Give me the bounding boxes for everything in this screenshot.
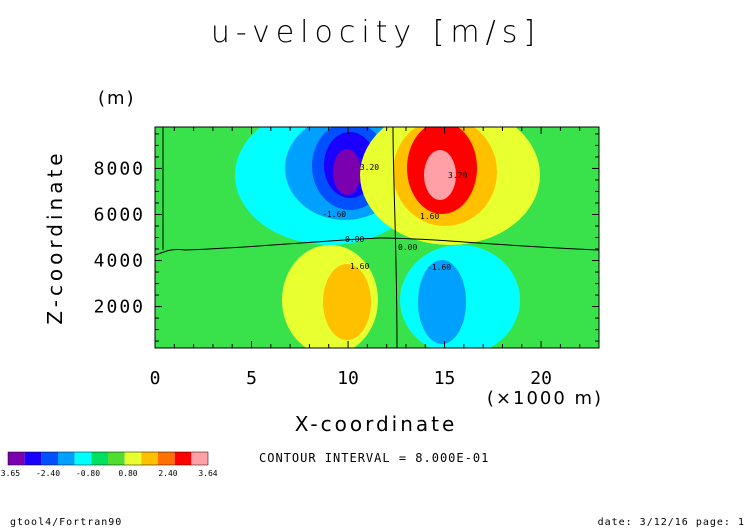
y-unit-label: (m): [98, 88, 136, 109]
contour-label: 0.00: [345, 235, 364, 244]
colorbar-swatch: [58, 452, 75, 465]
contour-band-core: [424, 150, 456, 200]
contour-field: [155, 127, 599, 348]
colorbar-label: 2.40: [158, 469, 177, 478]
x-tick-label: 15: [434, 368, 456, 389]
contour-labels: -3.20 -1.60 0.00 1.60 3.20 0.00 -1.60 1.…: [322, 163, 467, 272]
contour-label: 1.60: [350, 262, 369, 271]
y-tick-label: 8000: [94, 158, 145, 179]
colorbar-label: 3.64: [198, 469, 217, 478]
zero-contour-line: [155, 237, 599, 256]
x-tick-labels: 0 5 10 15 20: [150, 368, 552, 389]
colorbar-swatch: [141, 452, 158, 465]
contour-label: -3.20: [355, 163, 379, 172]
y-tick-label: 2000: [94, 297, 145, 318]
x-tick-label: 10: [337, 368, 359, 389]
colorbar-swatch: [24, 452, 42, 465]
footer-left: gtool4/Fortran90: [10, 517, 122, 528]
colorbar-label: -3.65: [0, 469, 20, 478]
colorbar-label: -2.40: [36, 469, 60, 478]
x-tick-label: 0: [150, 368, 161, 389]
colorbar-swatch: [124, 452, 142, 465]
colorbar-swatch: [108, 452, 125, 465]
x-axis-title: X-coordinate: [295, 412, 458, 436]
y-tick-labels: 2000 4000 6000 8000: [94, 158, 145, 318]
contour-label: -1.60: [427, 263, 451, 272]
colorbar-labels: -3.65 -2.40 -0.80 0.80 2.40 3.64: [0, 469, 218, 478]
colorbar-swatch: [74, 452, 92, 465]
colorbar: [7, 451, 209, 466]
x-tick-label: 20: [530, 368, 552, 389]
colorbar-swatch: [191, 452, 208, 465]
contour-interval-note: CONTOUR INTERVAL = 8.000E-01: [259, 451, 489, 465]
x-tick-label: 5: [246, 368, 257, 389]
contour-label: -1.60: [322, 210, 346, 219]
contour-band-positive: [323, 264, 371, 340]
colorbar-swatch: [174, 452, 192, 465]
y-tick-label: 6000: [94, 204, 145, 225]
y-tick-label: 4000: [94, 251, 145, 272]
contour-label: 0.00: [398, 243, 417, 252]
colorbar-swatch: [8, 452, 25, 465]
colorbar-swatch: [91, 452, 108, 465]
colorbar-swatch: [158, 452, 175, 465]
contour-band-core: [333, 149, 361, 195]
x-unit-label: (×1000 m): [487, 388, 603, 409]
colorbar-label: 0.80: [118, 469, 137, 478]
contour-band-negative: [418, 260, 466, 344]
colorbar-frame: [7, 451, 209, 466]
chart-title: u-velocity [m/s]: [211, 15, 541, 50]
zero-contour-line: [392, 127, 398, 348]
contour-label: 3.20: [448, 171, 467, 180]
footer-right: date: 3/12/16 page: 1: [598, 517, 745, 528]
colorbar-label: -0.80: [76, 469, 100, 478]
y-axis-title: Z-coordinate: [43, 149, 67, 324]
colorbar-swatch: [41, 452, 58, 465]
contour-label: 1.60: [420, 212, 439, 221]
axis-ticks: [154, 127, 600, 348]
